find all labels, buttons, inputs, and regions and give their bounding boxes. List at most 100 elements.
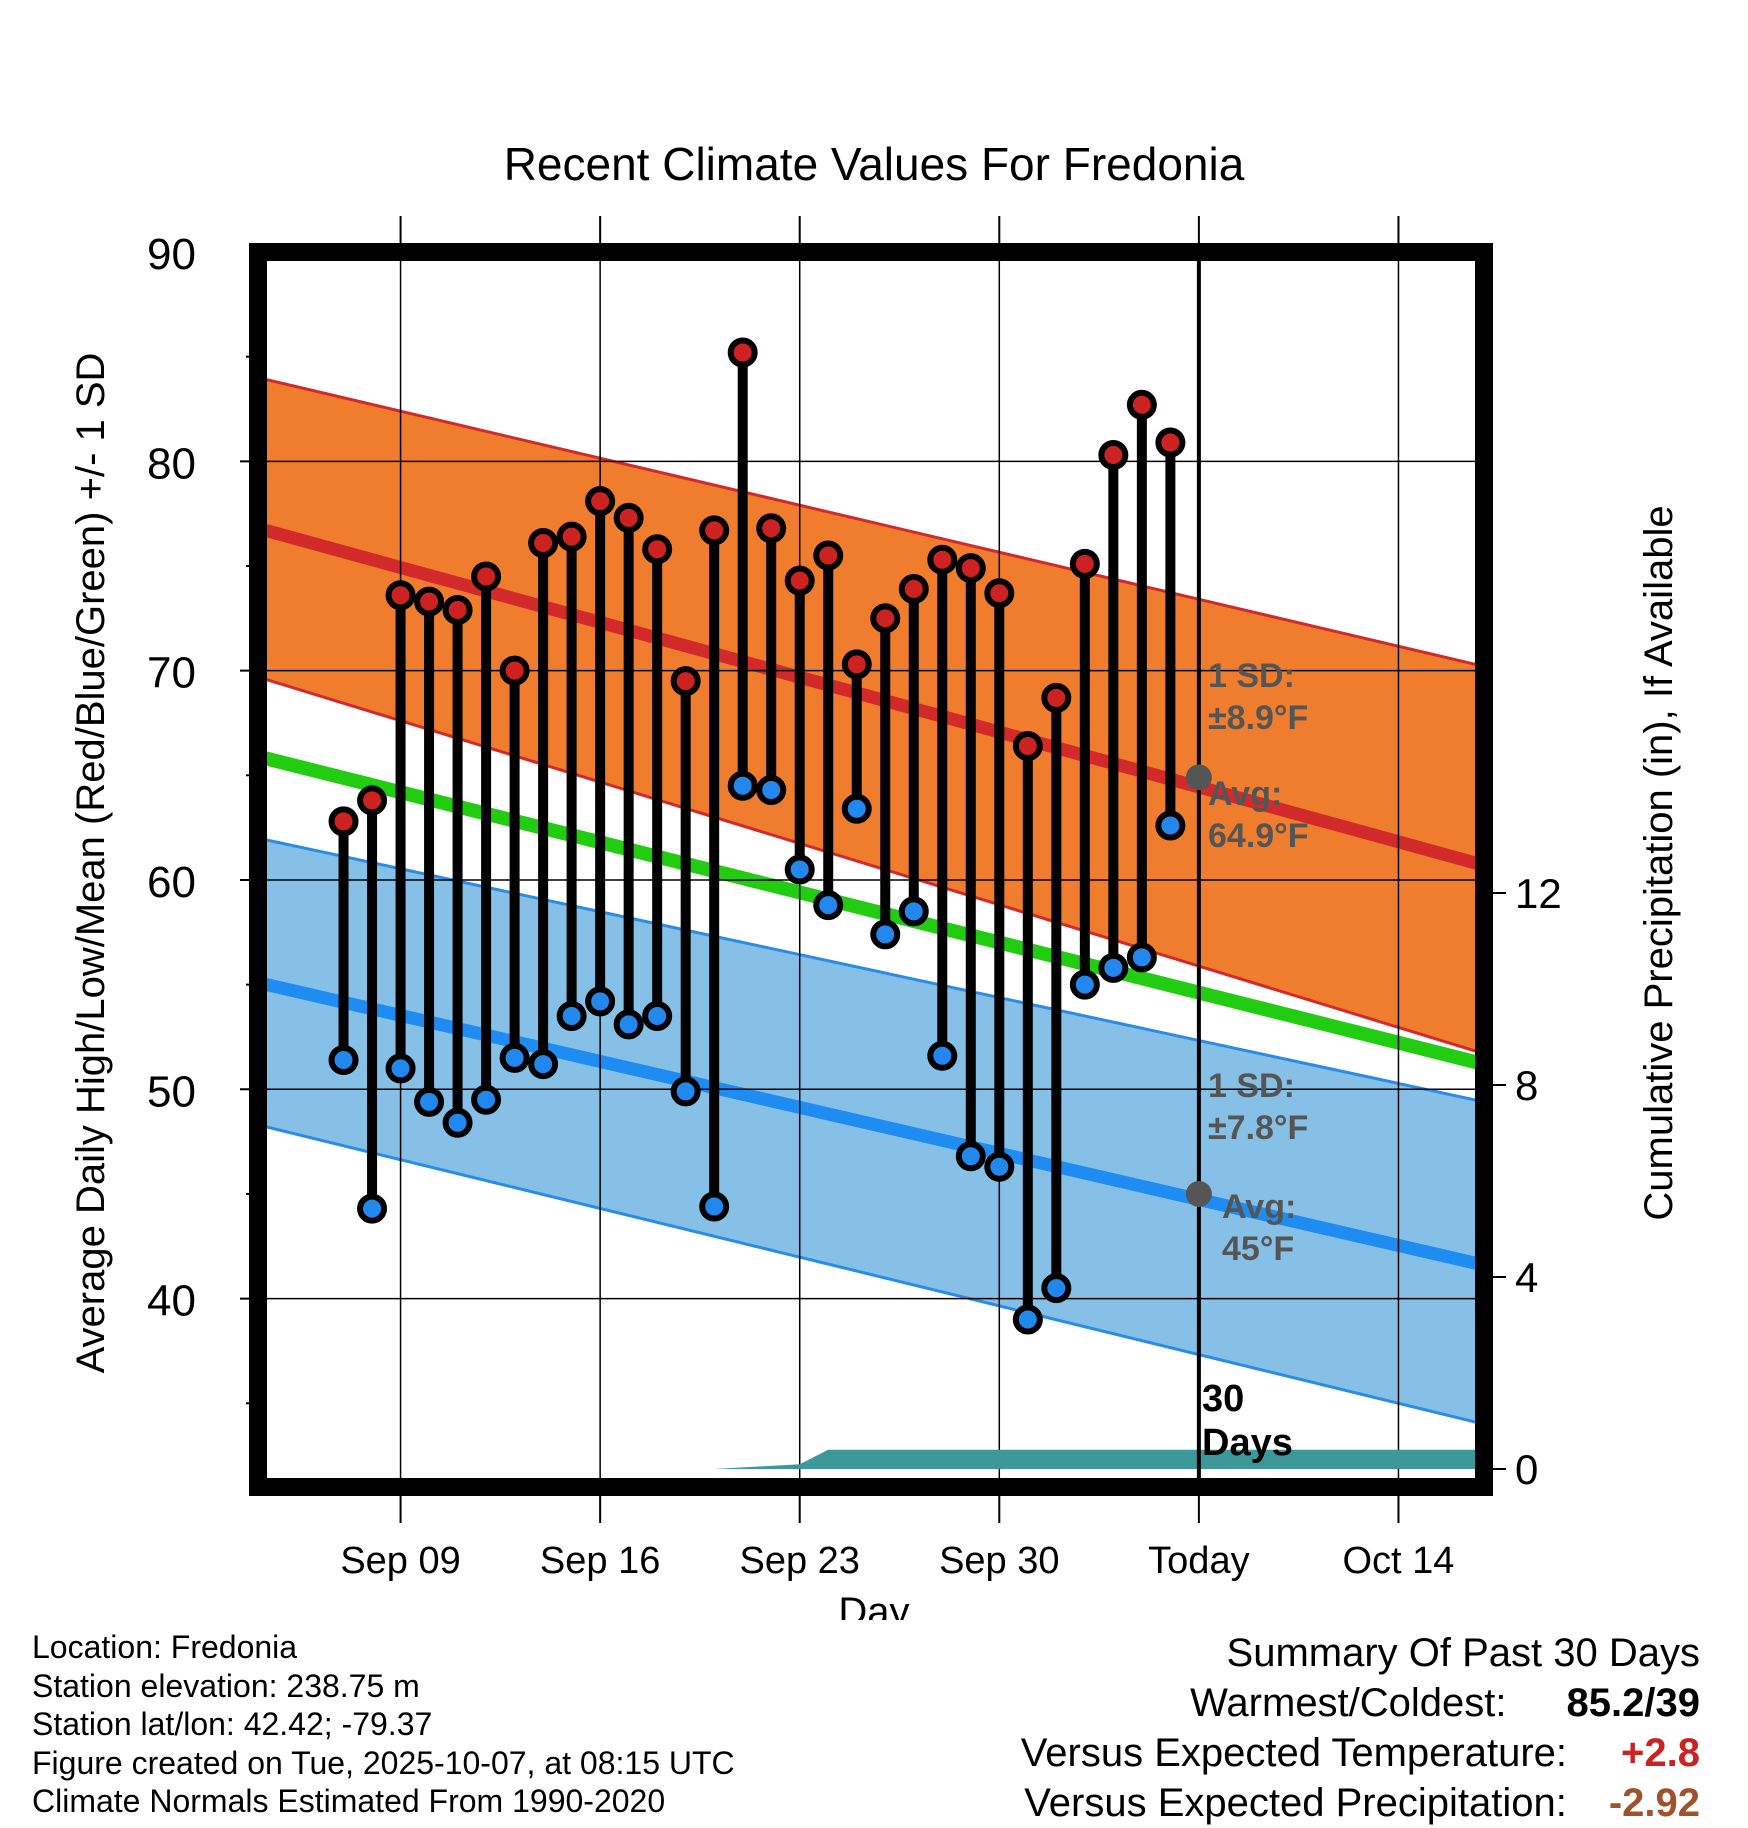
x-tick-label: Today xyxy=(1148,1540,1249,1582)
info-latlon: Station lat/lon: 42.42; -79.37 xyxy=(32,1706,433,1742)
daily-low-point xyxy=(699,1191,730,1222)
low-sd-band xyxy=(258,838,1484,1425)
daily-high-point xyxy=(442,594,473,625)
daily-low-point xyxy=(1012,1304,1043,1335)
info-location: Location: Fredonia xyxy=(32,1629,298,1665)
daily-low-point xyxy=(1069,969,1100,1000)
daily-low-point xyxy=(613,1009,644,1040)
daily-high-point xyxy=(1098,440,1129,471)
daily-low-point xyxy=(898,896,929,927)
daily-high-point xyxy=(841,649,872,680)
daily-low-point xyxy=(727,770,758,801)
today-low-avg-marker xyxy=(1185,1180,1212,1207)
warm-cold-label: Warmest/Coldest: xyxy=(1190,1681,1507,1725)
low-avg-annotation: 45°F xyxy=(1222,1230,1294,1268)
daily-low-point xyxy=(442,1107,473,1138)
x-tick-label: Oct 14 xyxy=(1342,1540,1454,1582)
daily-low-point xyxy=(1126,942,1157,973)
plot-frame xyxy=(249,243,1493,1496)
high-sd-upper-edge xyxy=(258,376,1484,668)
climate-chart: Recent Climate Values For Fredonia 1 SD:… xyxy=(69,138,1681,1620)
daily-high-point xyxy=(642,534,673,565)
daily-high-point xyxy=(385,580,416,611)
precip-area xyxy=(258,1449,1484,1469)
daily-high-point xyxy=(1155,427,1186,458)
temp-value: +2.8 xyxy=(1621,1731,1700,1775)
precip-label: Versus Expected Precipitation: xyxy=(1024,1781,1567,1825)
daily-low-point xyxy=(642,1001,673,1032)
daily-high-point xyxy=(1012,731,1043,761)
daily-low-point xyxy=(585,986,616,1017)
daily-high-point xyxy=(898,574,929,605)
daily-high-point xyxy=(756,513,787,544)
daily-high-point xyxy=(1126,389,1157,420)
x-tick-label: Sep 16 xyxy=(540,1540,660,1582)
summary-panel: Summary Of Past 30 Days Warmest/Coldest:… xyxy=(800,1628,1700,1828)
daily-high-point xyxy=(414,586,445,617)
daily-high-point xyxy=(955,553,986,584)
x-axis-label: Day xyxy=(838,1590,909,1620)
high-sd-annotation: 1 SD: xyxy=(1208,657,1295,695)
summary-title: Summary Of Past 30 Days xyxy=(1226,1631,1700,1675)
daily-high-point xyxy=(670,666,701,697)
daily-low-point xyxy=(471,1084,502,1115)
daily-low-point xyxy=(927,1040,958,1071)
daily-high-point xyxy=(727,337,758,368)
y-right-tick-label: 4 xyxy=(1515,1254,1538,1301)
y-tick-label: 90 xyxy=(147,230,196,279)
info-elevation: Station elevation: 238.75 m xyxy=(32,1667,420,1704)
daily-high-point xyxy=(784,565,815,596)
daily-low-point xyxy=(670,1076,701,1107)
daily-high-point xyxy=(499,655,530,686)
daily-low-point xyxy=(1155,810,1186,841)
daily-high-point xyxy=(471,561,502,592)
y-right-tick-label: 12 xyxy=(1515,870,1562,917)
x-tick-label: Sep 23 xyxy=(739,1540,859,1582)
daily-low-point xyxy=(357,1193,388,1224)
low-sd-annotation: ±7.8°F xyxy=(1208,1109,1308,1147)
daily-high-point xyxy=(1069,548,1100,579)
daily-low-point xyxy=(841,793,872,824)
y-right-tick-label: 8 xyxy=(1515,1062,1538,1109)
daily-low-point xyxy=(1098,952,1129,983)
daily-low-point xyxy=(784,854,815,885)
daily-low-point xyxy=(528,1049,559,1080)
daily-low-point xyxy=(756,774,787,805)
high-avg-annotation: Avg: xyxy=(1208,775,1282,813)
x-tick-label: Sep 09 xyxy=(340,1540,460,1582)
daily-high-point xyxy=(585,486,616,517)
daily-high-point xyxy=(328,806,359,837)
daily-low-point xyxy=(955,1141,986,1172)
daily-low-point xyxy=(385,1053,416,1084)
daily-low-point xyxy=(328,1044,359,1075)
daily-high-point xyxy=(1041,682,1072,713)
info-normals: Climate Normals Estimated From 1990-2020 xyxy=(32,1783,666,1819)
daily-low-point xyxy=(1041,1273,1072,1304)
daily-high-point xyxy=(927,544,958,575)
warm-cold-value: 85.2/39 xyxy=(1566,1681,1700,1725)
y-tick-label: 40 xyxy=(147,1277,196,1326)
y-axis-label: Average Daily High/Low/Mean (Red/Blue/Gr… xyxy=(69,353,113,1374)
daily-low-point xyxy=(813,890,844,921)
today-days-label: 30 xyxy=(1202,1378,1244,1420)
daily-low-point xyxy=(556,1001,587,1032)
x-tick-label: Sep 30 xyxy=(939,1540,1059,1582)
daily-low-point xyxy=(870,919,901,950)
y-right-tick-label: 0 xyxy=(1515,1446,1538,1493)
chart-title: Recent Climate Values For Fredonia xyxy=(504,138,1245,190)
y-axis-label-right: Cumulative Precipitation (in), If Availa… xyxy=(1637,505,1681,1220)
high-avg-line xyxy=(258,522,1484,872)
today-high-avg-marker xyxy=(1185,764,1212,791)
daily-low-point xyxy=(414,1086,445,1117)
info-created: Figure created on Tue, 2025-10-07, at 08… xyxy=(32,1744,735,1781)
daily-low-point xyxy=(499,1042,530,1073)
daily-high-point xyxy=(556,521,587,552)
high-sd-annotation: ±8.9°F xyxy=(1208,699,1308,737)
precip-value: -2.92 xyxy=(1608,1781,1700,1825)
low-avg-annotation: Avg: xyxy=(1222,1188,1296,1226)
daily-high-point xyxy=(613,502,644,533)
daily-high-point xyxy=(813,540,844,571)
y-tick-label: 70 xyxy=(147,649,196,698)
daily-low-point xyxy=(984,1151,1015,1182)
y-tick-label: 50 xyxy=(147,1067,196,1116)
